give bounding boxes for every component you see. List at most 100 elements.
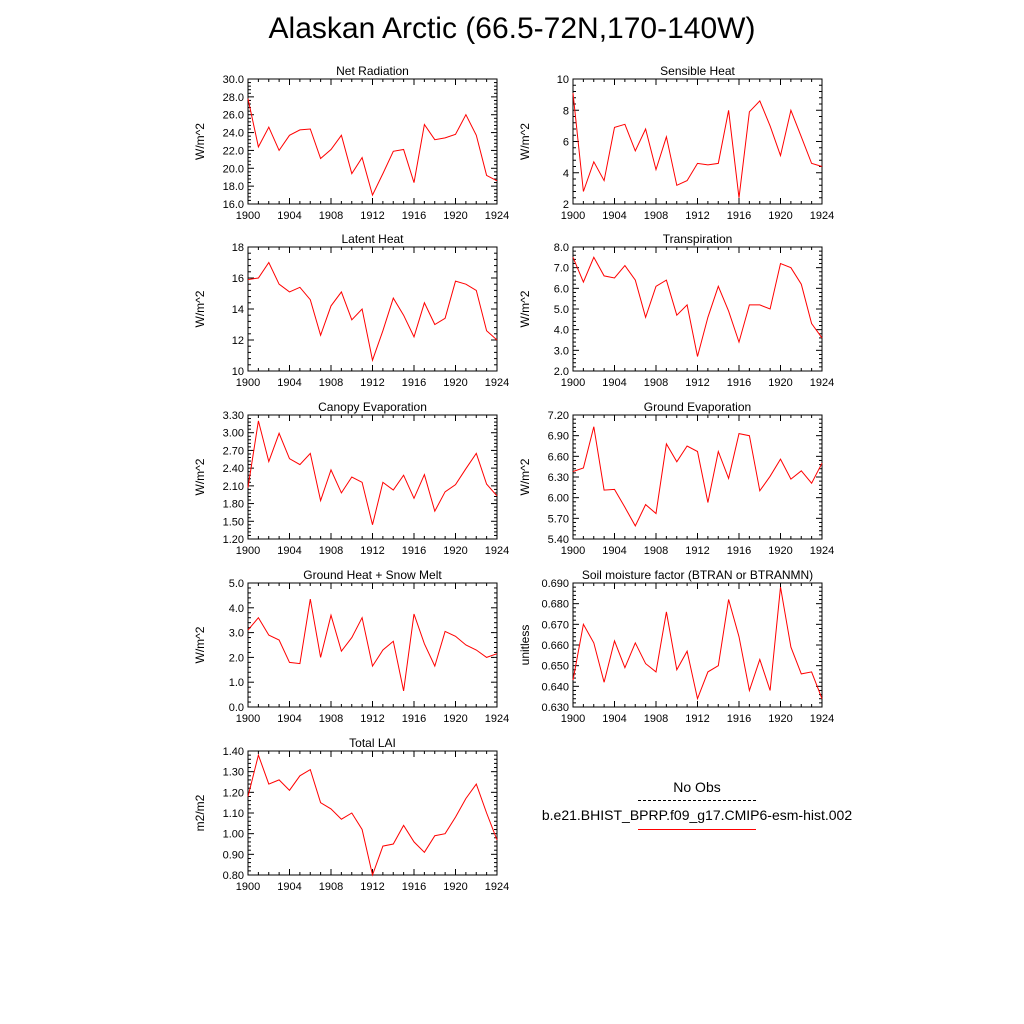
panel-title: Ground Evaporation (644, 400, 751, 414)
y-tick-label: 1.00 (223, 829, 244, 841)
x-tick-label: 1904 (277, 210, 301, 222)
y-tick-label: 0.80 (223, 870, 244, 882)
y-tick-label: 4.0 (229, 603, 244, 615)
x-tick-label: 1900 (236, 377, 260, 389)
panel-title: Transpiration (663, 232, 733, 246)
x-tick-label: 1920 (443, 210, 467, 222)
chart-panel-3: Latent Heat W/m^2 1900 1904 1908 1912 1916 1920… (193, 232, 509, 389)
x-tick-label: 1924 (485, 210, 509, 222)
x-tick-label: 1912 (360, 210, 384, 222)
y-tick-label: 0.640 (541, 681, 569, 693)
y-tick-label: 10 (232, 366, 244, 378)
panel-title: Canopy Evaporation (318, 400, 427, 414)
panel-title: Latent Heat (341, 232, 404, 246)
y-tick-label: 12 (232, 335, 244, 347)
y-tick-label: 0.690 (541, 578, 569, 590)
y-tick-label: 3.0 (229, 628, 244, 640)
x-tick-label: 1920 (768, 210, 792, 222)
x-tick-label: 1924 (485, 545, 509, 557)
x-tick-label: 1908 (644, 713, 668, 725)
y-axis-label: unitless (518, 625, 532, 666)
y-tick-label: 10 (557, 74, 569, 86)
chart-panel-9: Total LAI m2/m2 1900 1904 1908 1912 1916 1920 19… (193, 736, 509, 893)
y-tick-label: 1.10 (223, 808, 244, 820)
x-tick-label: 1908 (319, 377, 343, 389)
x-tick-label: 1924 (810, 377, 834, 389)
plot-frame (572, 78, 823, 205)
y-tick-label: 18.0 (223, 181, 244, 193)
y-tick-label: 4 (563, 168, 569, 180)
y-axis-label: W/m^2 (193, 626, 207, 663)
x-tick-label: 1900 (561, 713, 585, 725)
plot-frame (247, 582, 498, 708)
x-tick-label: 1908 (319, 881, 343, 893)
x-tick-label: 1908 (644, 210, 668, 222)
x-tick-label: 1904 (602, 545, 626, 557)
x-tick-label: 1916 (402, 377, 426, 389)
y-tick-label: 3.00 (223, 428, 244, 440)
x-tick-label: 1916 (402, 210, 426, 222)
y-tick-label: 5.0 (554, 304, 569, 316)
x-tick-label: 1920 (768, 713, 792, 725)
x-tick-label: 1912 (685, 713, 709, 725)
x-tick-label: 1912 (685, 210, 709, 222)
x-tick-label: 1916 (727, 210, 751, 222)
y-tick-label: 0.680 (541, 599, 569, 611)
x-tick-label: 1904 (277, 545, 301, 557)
y-tick-label: 30.0 (223, 74, 244, 86)
y-tick-label: 6.90 (548, 431, 569, 443)
y-tick-label: 16 (232, 273, 244, 285)
y-tick-label: 1.30 (223, 767, 244, 779)
plot-frame (572, 414, 823, 540)
page-title: Alaskan Arctic (66.5-72N,170-140W) (268, 12, 756, 45)
y-tick-label: 1.50 (223, 516, 244, 528)
x-tick-label: 1920 (443, 377, 467, 389)
x-tick-label: 1904 (602, 210, 626, 222)
x-tick-label: 1920 (443, 545, 467, 557)
y-tick-label: 0.630 (541, 702, 569, 714)
y-tick-label: 5.40 (548, 534, 569, 546)
x-tick-label: 1916 (727, 713, 751, 725)
x-tick-label: 1924 (810, 713, 834, 725)
series-line (247, 261, 498, 363)
y-tick-label: 20.0 (223, 163, 244, 175)
x-tick-label: 1900 (561, 545, 585, 557)
series-line (572, 426, 823, 527)
y-tick-label: 0.660 (541, 640, 569, 652)
y-tick-label: 7.0 (554, 263, 569, 275)
y-axis-label: W/m^2 (193, 123, 207, 160)
y-tick-label: 0.90 (223, 849, 244, 861)
x-tick-label: 1920 (768, 377, 792, 389)
x-tick-label: 1924 (485, 881, 509, 893)
x-tick-label: 1908 (644, 377, 668, 389)
x-tick-label: 1924 (810, 545, 834, 557)
y-tick-label: 7.20 (548, 410, 569, 422)
x-tick-label: 1916 (727, 545, 751, 557)
x-tick-label: 1912 (685, 377, 709, 389)
x-tick-label: 1920 (443, 713, 467, 725)
y-tick-label: 1.40 (223, 746, 244, 758)
y-axis-label: W/m^2 (193, 290, 207, 327)
plot-frame (247, 246, 498, 372)
series-line (247, 98, 498, 197)
y-tick-label: 8 (563, 105, 569, 117)
panel-title: Total LAI (349, 736, 396, 750)
x-tick-label: 1912 (360, 377, 384, 389)
y-tick-label: 26.0 (223, 110, 244, 122)
x-tick-label: 1900 (561, 377, 585, 389)
y-tick-label: 14 (232, 304, 244, 316)
panel-title: Net Radiation (336, 64, 409, 78)
y-axis-label: W/m^2 (518, 458, 532, 495)
panel-title: Soil moisture factor (BTRAN or BTRANMN) (582, 568, 813, 582)
legend-model-label: b.e21.BHIST_BPRP.f09_g17.CMIP6-esm-hist.… (541, 807, 853, 823)
y-axis-label: W/m^2 (518, 123, 532, 160)
y-tick-label: 5.70 (548, 513, 569, 525)
y-tick-label: 1.0 (229, 677, 244, 689)
series-line (247, 753, 498, 877)
x-tick-label: 1900 (236, 713, 260, 725)
legend-model-line (638, 829, 756, 830)
x-tick-label: 1904 (277, 881, 301, 893)
y-tick-label: 0.0 (229, 702, 244, 714)
chart-panel-1: Net Radiation W/m^2 1900 1904 1908 1912 1916 19… (193, 64, 509, 222)
series-line (572, 93, 823, 198)
